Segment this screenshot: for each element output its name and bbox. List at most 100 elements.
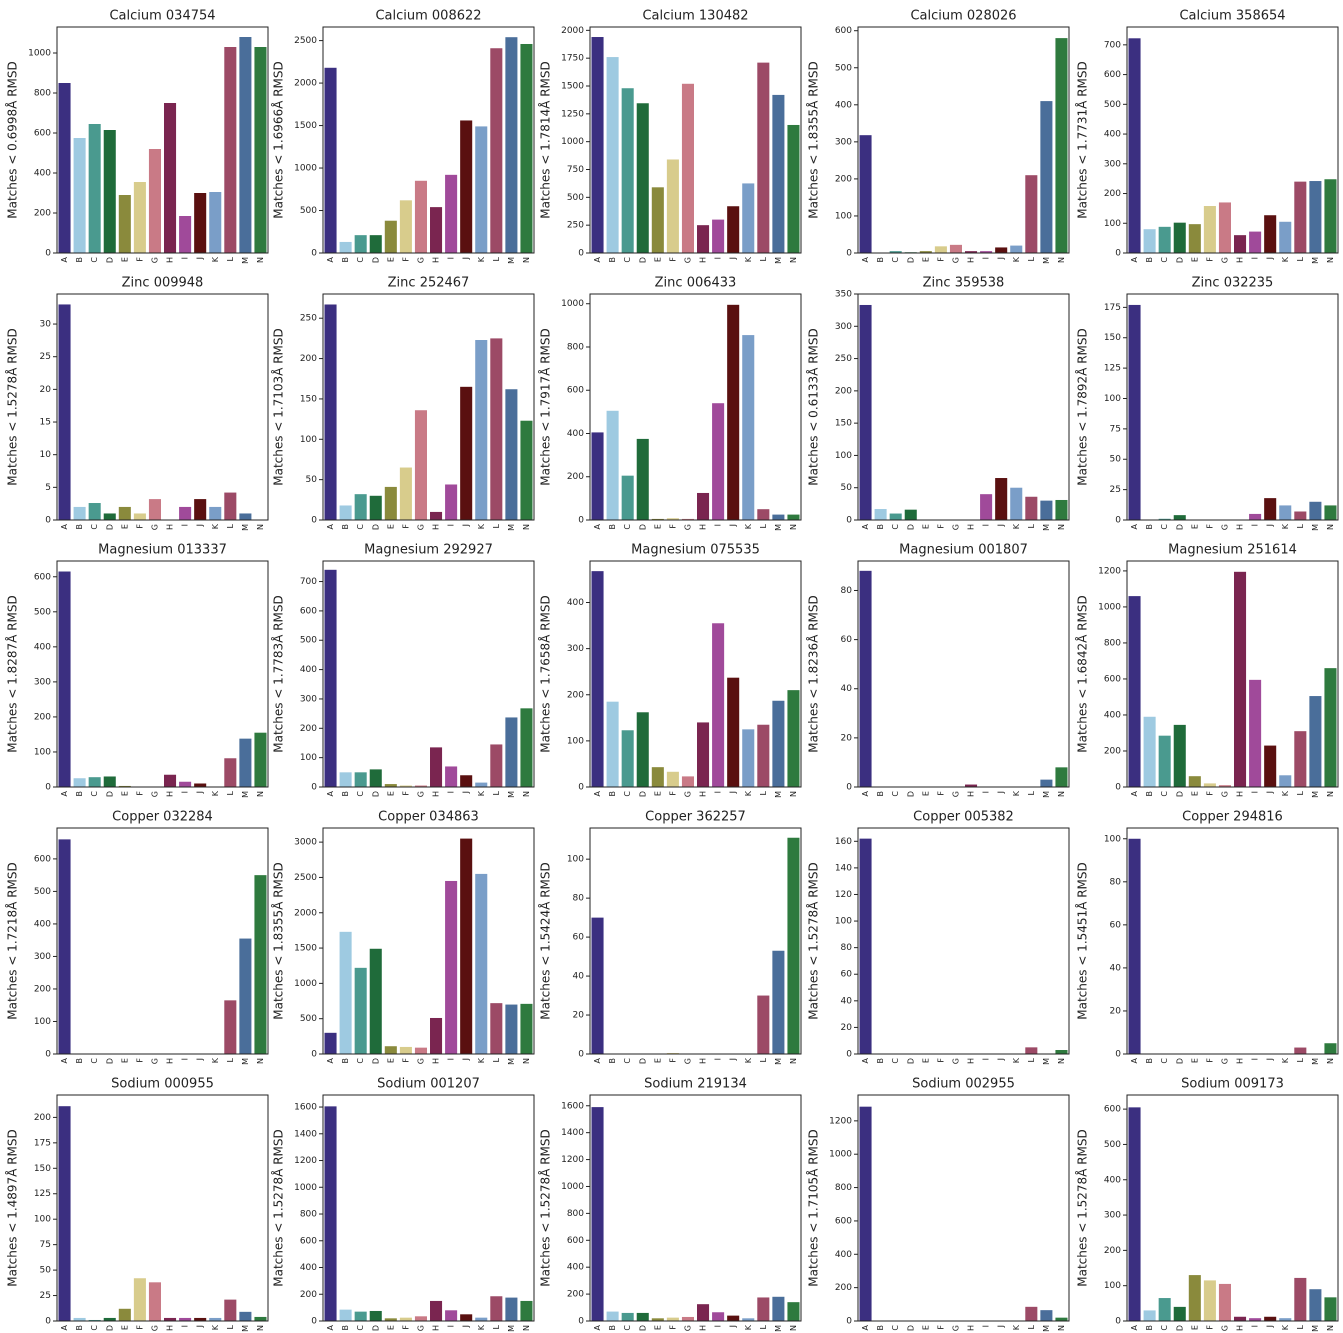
bar	[148, 499, 161, 520]
x-tick-label: C	[623, 1058, 632, 1064]
y-tick-label: 200	[567, 690, 584, 700]
bar	[384, 784, 397, 787]
bar	[209, 192, 222, 253]
y-tick-label: 0	[1115, 1317, 1121, 1327]
x-tick-label: M	[1311, 791, 1320, 798]
x-tick-label: K	[1012, 790, 1021, 796]
bar	[148, 149, 161, 253]
x-tick-label: A	[60, 1324, 69, 1330]
x-tick-label: E	[921, 791, 930, 796]
bar-chart: Calcium 130482 Matches < 1.7814Å RMSD 0 250…	[538, 9, 802, 264]
bar	[414, 180, 427, 253]
x-tick-label: M	[1042, 1325, 1051, 1332]
x-tick-label: E	[921, 1058, 930, 1063]
bar	[1309, 181, 1322, 253]
x-tick-label: I	[181, 791, 190, 793]
y-tick-label: 700	[1104, 40, 1121, 50]
y-tick-label: 60	[841, 635, 853, 645]
bar	[621, 730, 634, 787]
bar	[194, 1317, 207, 1321]
plot-frame	[857, 1094, 1070, 1322]
y-tick-label: 100	[34, 1215, 51, 1225]
x-tick-label: F	[1205, 257, 1214, 262]
x-tick-label: I	[447, 257, 456, 259]
bar	[1264, 1316, 1277, 1321]
y-tick-label: 200	[835, 174, 852, 184]
y-tick-label: 0	[45, 516, 51, 526]
y-tick-label: 40	[841, 996, 853, 1006]
x-tick-label: N	[522, 1325, 531, 1331]
plot-frame	[589, 1094, 802, 1322]
bar	[58, 1106, 71, 1321]
x-tick-label: B	[341, 791, 350, 797]
y-tick-label: 400	[1104, 1175, 1121, 1185]
x-tick-label: F	[1205, 524, 1214, 529]
x-tick-label: F	[668, 257, 677, 262]
bar-chart: Calcium 028026 Matches < 1.8355Å RMSD 0 100…	[806, 9, 1070, 264]
bar	[1234, 571, 1247, 787]
x-tick-label: M	[774, 1325, 783, 1332]
x-tick-label: J	[196, 524, 205, 527]
bar	[460, 386, 473, 520]
x-tick-label: C	[356, 524, 365, 530]
y-tick-label: 2000	[294, 79, 317, 89]
x-tick-label: H	[699, 791, 708, 797]
x-tick-label: B	[341, 1058, 350, 1064]
bar-chart: Calcium 358654 Matches < 1.7731Å RMSD 0 100…	[1075, 9, 1339, 264]
x-tick-label: M	[241, 1058, 250, 1065]
x-tick-label: N	[256, 524, 265, 530]
bar	[712, 1312, 725, 1321]
x-tick-label: I	[982, 1058, 991, 1060]
x-tick-label: G	[683, 791, 692, 797]
bar	[636, 712, 649, 787]
y-tick-label: 200	[835, 386, 852, 396]
x-tick-label: F	[936, 1325, 945, 1330]
x-tick-label: H	[967, 1058, 976, 1064]
bar	[399, 785, 412, 787]
chart-title: Zinc 359538	[923, 276, 1005, 291]
bar	[681, 1316, 694, 1321]
chart-title: Calcium 130482	[642, 9, 748, 24]
bar	[995, 247, 1008, 253]
x-tick-label: D	[906, 1325, 915, 1331]
bar	[209, 1317, 222, 1321]
x-tick-label: H	[967, 257, 976, 263]
bar	[1203, 1280, 1216, 1321]
y-tick-label: 0	[311, 516, 317, 526]
x-tick-label: G	[1220, 257, 1229, 263]
chart-title: Copper 005382	[913, 810, 1014, 825]
bar	[859, 304, 872, 520]
y-tick-label: 400	[1104, 130, 1121, 140]
x-tick-label: K	[1012, 1324, 1021, 1330]
bar-chart: Magnesium 075535 Matches < 1.7658Å RMSD 0 1…	[538, 543, 802, 798]
y-tick-label: 150	[300, 394, 317, 404]
y-axis-label: Matches < 1.7731Å RMSD	[1075, 61, 1090, 219]
x-tick-label: L	[492, 1057, 501, 1062]
x-tick-label: D	[105, 524, 114, 530]
bar	[475, 782, 488, 787]
y-tick-label: 150	[1104, 333, 1121, 343]
y-tick-label: 1500	[294, 121, 317, 131]
x-tick-label: F	[401, 1325, 410, 1330]
x-tick-label: G	[150, 524, 159, 530]
y-axis-label: Matches < 1.5278Å RMSD	[806, 862, 821, 1020]
bar	[980, 494, 993, 520]
x-tick-label: B	[341, 1325, 350, 1331]
x-tick-label: D	[638, 1058, 647, 1064]
x-tick-label: H	[432, 1325, 441, 1331]
x-tick-label: G	[416, 791, 425, 797]
x-tick-label: G	[951, 257, 960, 263]
bar	[1128, 38, 1141, 253]
x-tick-label: G	[1220, 1058, 1229, 1064]
bar	[460, 1314, 473, 1321]
bar	[757, 62, 770, 254]
bar	[1055, 1317, 1068, 1321]
x-tick-label: F	[401, 1058, 410, 1063]
x-tick-label: B	[608, 524, 617, 530]
x-tick-label: N	[256, 1058, 265, 1064]
bar	[919, 251, 932, 253]
bar	[239, 513, 252, 520]
x-tick-label: L	[1027, 256, 1036, 261]
y-tick-label: 20	[573, 1011, 585, 1021]
x-tick-label: J	[462, 524, 471, 527]
